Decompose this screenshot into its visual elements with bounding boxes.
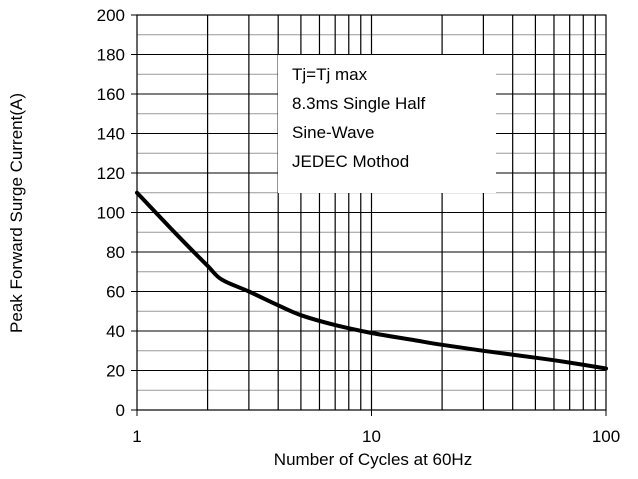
- annotation-box: Tj=Tj max 8.3ms Single Half Sine-Wave JEDEC…: [278, 55, 496, 193]
- annotation-line: Sine-Wave: [292, 123, 375, 142]
- axes: [131, 14, 607, 416]
- y-tick-label: 40: [106, 322, 125, 341]
- annotation-line: 8.3ms Single Half: [292, 94, 426, 113]
- y-tick-label: 200: [97, 6, 125, 25]
- annotation-background: [278, 55, 496, 193]
- y-tick-label: 20: [106, 362, 125, 381]
- x-axis-label: Number of Cycles at 60Hz: [274, 450, 472, 469]
- y-tick-label: 0: [116, 401, 125, 420]
- y-tick-label: 160: [97, 85, 125, 104]
- y-tick-label: 180: [97, 46, 125, 65]
- series-line: [135, 190, 608, 371]
- y-tick-label: 100: [97, 204, 125, 223]
- y-axis-label: Peak Forward Surge Current(A): [7, 93, 26, 333]
- series-layer: [135, 190, 608, 371]
- y-tick-label: 80: [106, 243, 125, 262]
- y-tick-label: 60: [106, 283, 125, 302]
- y-tick-label: 120: [97, 164, 125, 183]
- x-tick-label: 100: [592, 427, 620, 446]
- tick-labels: 0 20 40 60 80 100 120 140 160 180 200 1 10 100: [97, 6, 621, 446]
- x-tick-label: 1: [132, 427, 141, 446]
- annotation-line: Tj=Tj max: [292, 65, 368, 84]
- annotation-line: JEDEC Mothod: [292, 152, 409, 171]
- y-tick-label: 140: [97, 125, 125, 144]
- x-tick-label: 10: [362, 427, 381, 446]
